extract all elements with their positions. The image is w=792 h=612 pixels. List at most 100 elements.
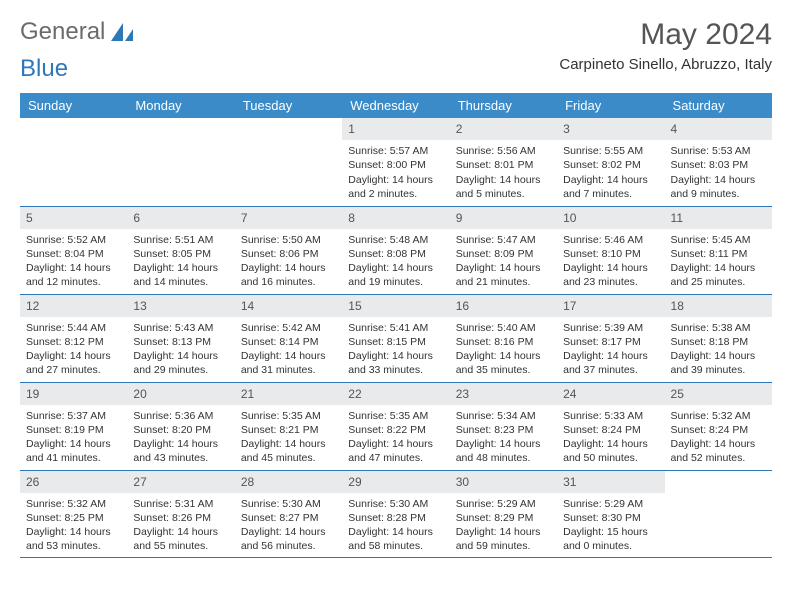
sunrise-line: Sunrise: 5:35 AM xyxy=(348,409,443,423)
cell-content: Sunrise: 5:32 AMSunset: 8:24 PMDaylight:… xyxy=(665,405,772,470)
sunset-line: Sunset: 8:24 PM xyxy=(671,423,766,437)
daylight-line: Daylight: 14 hours and 19 minutes. xyxy=(348,261,443,289)
sunrise-line: Sunrise: 5:57 AM xyxy=(348,144,443,158)
calendar-body: 1Sunrise: 5:57 AMSunset: 8:00 PMDaylight… xyxy=(20,118,772,558)
day-number: 14 xyxy=(235,295,342,317)
sunrise-line: Sunrise: 5:43 AM xyxy=(133,321,228,335)
calendar-cell xyxy=(665,470,772,558)
daylight-line: Daylight: 15 hours and 0 minutes. xyxy=(563,525,658,553)
cell-content: Sunrise: 5:55 AMSunset: 8:02 PMDaylight:… xyxy=(557,140,664,205)
daylight-line: Daylight: 14 hours and 23 minutes. xyxy=(563,261,658,289)
sunrise-line: Sunrise: 5:33 AM xyxy=(563,409,658,423)
sunrise-line: Sunrise: 5:56 AM xyxy=(456,144,551,158)
sunset-line: Sunset: 8:06 PM xyxy=(241,247,336,261)
sunrise-line: Sunrise: 5:30 AM xyxy=(348,497,443,511)
calendar-cell: 9Sunrise: 5:47 AMSunset: 8:09 PMDaylight… xyxy=(450,206,557,294)
sunrise-line: Sunrise: 5:48 AM xyxy=(348,233,443,247)
day-number: 31 xyxy=(557,471,664,493)
sunrise-line: Sunrise: 5:46 AM xyxy=(563,233,658,247)
daylight-line: Daylight: 14 hours and 2 minutes. xyxy=(348,173,443,201)
daylight-line: Daylight: 14 hours and 16 minutes. xyxy=(241,261,336,289)
calendar-cell: 4Sunrise: 5:53 AMSunset: 8:03 PMDaylight… xyxy=(665,118,772,206)
sunrise-line: Sunrise: 5:32 AM xyxy=(26,497,121,511)
cell-content: Sunrise: 5:44 AMSunset: 8:12 PMDaylight:… xyxy=(20,317,127,382)
daylight-line: Daylight: 14 hours and 52 minutes. xyxy=(671,437,766,465)
page-title: May 2024 xyxy=(559,18,772,52)
sunset-line: Sunset: 8:05 PM xyxy=(133,247,228,261)
cell-content: Sunrise: 5:36 AMSunset: 8:20 PMDaylight:… xyxy=(127,405,234,470)
calendar-cell: 15Sunrise: 5:41 AMSunset: 8:15 PMDayligh… xyxy=(342,294,449,382)
calendar-cell: 14Sunrise: 5:42 AMSunset: 8:14 PMDayligh… xyxy=(235,294,342,382)
sunset-line: Sunset: 8:24 PM xyxy=(563,423,658,437)
sunset-line: Sunset: 8:19 PM xyxy=(26,423,121,437)
cell-content: Sunrise: 5:35 AMSunset: 8:22 PMDaylight:… xyxy=(342,405,449,470)
day-number: 15 xyxy=(342,295,449,317)
day-header: Saturday xyxy=(665,93,772,118)
cell-content: Sunrise: 5:57 AMSunset: 8:00 PMDaylight:… xyxy=(342,140,449,205)
sunrise-line: Sunrise: 5:41 AM xyxy=(348,321,443,335)
calendar-cell: 13Sunrise: 5:43 AMSunset: 8:13 PMDayligh… xyxy=(127,294,234,382)
location-subtitle: Carpineto Sinello, Abruzzo, Italy xyxy=(559,56,772,73)
sunset-line: Sunset: 8:20 PM xyxy=(133,423,228,437)
calendar-cell: 21Sunrise: 5:35 AMSunset: 8:21 PMDayligh… xyxy=(235,382,342,470)
day-number: 3 xyxy=(557,118,664,140)
cell-content: Sunrise: 5:35 AMSunset: 8:21 PMDaylight:… xyxy=(235,405,342,470)
sunset-line: Sunset: 8:14 PM xyxy=(241,335,336,349)
calendar-cell xyxy=(235,118,342,206)
sunset-line: Sunset: 8:03 PM xyxy=(671,158,766,172)
cell-content: Sunrise: 5:31 AMSunset: 8:26 PMDaylight:… xyxy=(127,493,234,558)
day-number: 23 xyxy=(450,383,557,405)
logo-sail-icon xyxy=(109,21,135,43)
daylight-line: Daylight: 14 hours and 45 minutes. xyxy=(241,437,336,465)
cell-content: Sunrise: 5:30 AMSunset: 8:28 PMDaylight:… xyxy=(342,493,449,558)
cell-content: Sunrise: 5:29 AMSunset: 8:30 PMDaylight:… xyxy=(557,493,664,558)
daylight-line: Daylight: 14 hours and 25 minutes. xyxy=(671,261,766,289)
calendar-cell: 3Sunrise: 5:55 AMSunset: 8:02 PMDaylight… xyxy=(557,118,664,206)
day-number: 5 xyxy=(20,207,127,229)
day-number: 6 xyxy=(127,207,234,229)
day-number: 9 xyxy=(450,207,557,229)
calendar-cell: 5Sunrise: 5:52 AMSunset: 8:04 PMDaylight… xyxy=(20,206,127,294)
calendar-cell: 24Sunrise: 5:33 AMSunset: 8:24 PMDayligh… xyxy=(557,382,664,470)
day-header: Wednesday xyxy=(342,93,449,118)
calendar-cell: 22Sunrise: 5:35 AMSunset: 8:22 PMDayligh… xyxy=(342,382,449,470)
sunrise-line: Sunrise: 5:44 AM xyxy=(26,321,121,335)
sunrise-line: Sunrise: 5:38 AM xyxy=(671,321,766,335)
sunrise-line: Sunrise: 5:37 AM xyxy=(26,409,121,423)
daylight-line: Daylight: 14 hours and 29 minutes. xyxy=(133,349,228,377)
sunset-line: Sunset: 8:11 PM xyxy=(671,247,766,261)
daylight-line: Daylight: 14 hours and 31 minutes. xyxy=(241,349,336,377)
calendar-cell xyxy=(127,118,234,206)
sunrise-line: Sunrise: 5:35 AM xyxy=(241,409,336,423)
day-number: 13 xyxy=(127,295,234,317)
sunrise-line: Sunrise: 5:32 AM xyxy=(671,409,766,423)
day-number: 16 xyxy=(450,295,557,317)
logo-word1: General xyxy=(20,18,105,46)
daylight-line: Daylight: 14 hours and 9 minutes. xyxy=(671,173,766,201)
cell-content: Sunrise: 5:43 AMSunset: 8:13 PMDaylight:… xyxy=(127,317,234,382)
sunrise-line: Sunrise: 5:45 AM xyxy=(671,233,766,247)
calendar-cell: 7Sunrise: 5:50 AMSunset: 8:06 PMDaylight… xyxy=(235,206,342,294)
day-number: 1 xyxy=(342,118,449,140)
sunset-line: Sunset: 8:09 PM xyxy=(456,247,551,261)
day-number: 28 xyxy=(235,471,342,493)
sunrise-line: Sunrise: 5:36 AM xyxy=(133,409,228,423)
cell-content: Sunrise: 5:51 AMSunset: 8:05 PMDaylight:… xyxy=(127,229,234,294)
sunrise-line: Sunrise: 5:51 AM xyxy=(133,233,228,247)
sunrise-line: Sunrise: 5:47 AM xyxy=(456,233,551,247)
cell-content: Sunrise: 5:39 AMSunset: 8:17 PMDaylight:… xyxy=(557,317,664,382)
cell-content: Sunrise: 5:50 AMSunset: 8:06 PMDaylight:… xyxy=(235,229,342,294)
calendar-cell: 28Sunrise: 5:30 AMSunset: 8:27 PMDayligh… xyxy=(235,470,342,558)
day-number: 11 xyxy=(665,207,772,229)
sunset-line: Sunset: 8:02 PM xyxy=(563,158,658,172)
cell-content: Sunrise: 5:53 AMSunset: 8:03 PMDaylight:… xyxy=(665,140,772,205)
sunset-line: Sunset: 8:22 PM xyxy=(348,423,443,437)
calendar-cell: 17Sunrise: 5:39 AMSunset: 8:17 PMDayligh… xyxy=(557,294,664,382)
day-header: Monday xyxy=(127,93,234,118)
calendar-row: 19Sunrise: 5:37 AMSunset: 8:19 PMDayligh… xyxy=(20,382,772,470)
cell-content: Sunrise: 5:33 AMSunset: 8:24 PMDaylight:… xyxy=(557,405,664,470)
sunrise-line: Sunrise: 5:42 AM xyxy=(241,321,336,335)
day-number: 12 xyxy=(20,295,127,317)
cell-content: Sunrise: 5:42 AMSunset: 8:14 PMDaylight:… xyxy=(235,317,342,382)
calendar-cell: 2Sunrise: 5:56 AMSunset: 8:01 PMDaylight… xyxy=(450,118,557,206)
